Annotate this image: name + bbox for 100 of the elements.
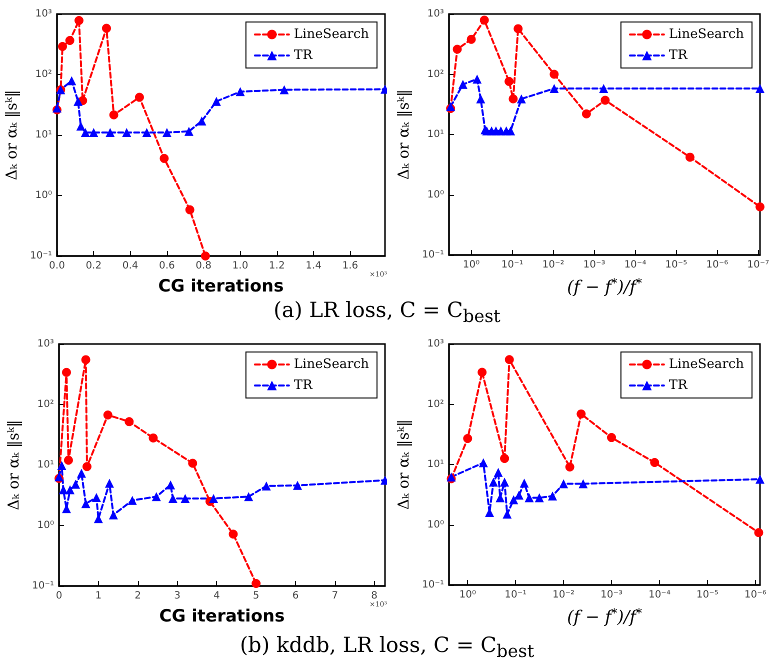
point (244, 492, 254, 502)
point (128, 496, 137, 505)
point (292, 480, 302, 490)
x-tick-label: 10⁻² (542, 260, 564, 270)
point (102, 24, 111, 33)
text: (b) kddb, LR loss, C = C$_{best}$ (238, 633, 536, 662)
y-tick-label: 10³ (37, 338, 54, 350)
x-axis-title: CG iterations (158, 276, 284, 296)
y-tick-label: 10² (427, 398, 444, 410)
point (142, 128, 152, 137)
point (81, 499, 90, 508)
y-tick-label: 10⁻¹ (422, 580, 444, 590)
x-tick-label: 0.2 (86, 260, 102, 272)
y-tick-label: 10² (35, 69, 52, 80)
point (62, 368, 71, 377)
legend-label: LineSearch (294, 357, 370, 372)
x-tick-label: 10⁻⁷ (747, 260, 770, 270)
legend-label: LineSearch (668, 27, 745, 42)
point (58, 42, 67, 52)
x-tick-label: 1 (95, 590, 102, 602)
legend-label: LineSearch (668, 357, 745, 372)
x-tick-label: 10⁰ (462, 260, 480, 270)
point (108, 510, 118, 520)
point (134, 92, 144, 102)
point (280, 85, 289, 94)
y-tick-label: 10¹ (35, 130, 52, 140)
point (184, 126, 194, 136)
x-tick-label: 10⁻⁴ (648, 590, 670, 600)
y-tick-label: 10² (37, 399, 54, 410)
point (82, 462, 92, 472)
y-tick-label: 10⁻¹ (30, 250, 52, 262)
point (89, 128, 98, 137)
point (80, 128, 90, 137)
y-tick-label: 10⁰ (37, 520, 54, 531)
point (67, 76, 76, 86)
y-tick-label: 10¹ (37, 460, 54, 470)
point (152, 492, 161, 502)
point (103, 410, 112, 420)
x-tick-label: 10⁻³ (600, 590, 623, 600)
x-tick-label: 10⁻⁴ (624, 260, 646, 270)
x-tick-label: 0.4 (122, 260, 138, 272)
point (106, 128, 115, 137)
point (228, 530, 238, 539)
x-tick-label: 10⁻³ (583, 260, 606, 270)
point (168, 494, 178, 503)
point (162, 128, 172, 137)
x-tick-label: 0.8 (196, 260, 212, 272)
point (124, 417, 134, 426)
point (200, 252, 210, 260)
x-tick-label: 0 (56, 590, 62, 602)
point (74, 16, 84, 26)
point (65, 36, 74, 45)
point (76, 468, 86, 478)
y-tick-label: 10⁻¹ (422, 250, 444, 260)
x-tick-label: 10⁰ (459, 590, 476, 600)
x-tick-label: 5 (252, 590, 260, 602)
x-axis-title: CG iterations (159, 606, 285, 626)
x-tick-label: 0.0 (49, 260, 65, 272)
point (66, 485, 75, 494)
legend-label: TR (668, 378, 689, 393)
x-tick-label: 3 (174, 590, 180, 602)
y-axis-title: Δₖ or αₖ ‖sᵏ‖ (2, 90, 21, 180)
y-tick-label: 10⁰ (35, 190, 52, 201)
y-tick-label: 10³ (427, 8, 444, 20)
y-axis-title: Δₖ or αₖ ‖sᵏ‖ (4, 420, 23, 510)
text: (a) LR loss, C = C$_{best}$ (272, 298, 502, 328)
legend-label: TR (294, 378, 314, 393)
point (212, 96, 221, 106)
x-tick-label: 1.6 (342, 260, 358, 272)
point (71, 480, 80, 489)
point (197, 116, 206, 126)
legend-label: TR (294, 48, 314, 63)
point (166, 480, 176, 490)
x-tick-label: 8 (371, 590, 378, 602)
point (76, 122, 86, 131)
x-tick-label: 2 (134, 590, 142, 602)
legend-label: LineSearch (294, 27, 370, 42)
y-tick-label: 10¹ (427, 459, 444, 470)
point (148, 433, 158, 442)
point (188, 458, 198, 468)
y-tick-label: 10¹ (427, 129, 444, 140)
point (57, 461, 66, 470)
x-tick-label: 10⁻¹ (501, 260, 524, 270)
point (262, 481, 271, 490)
y-tick-label: 10² (427, 68, 444, 80)
x-tick-label: 1.0 (232, 260, 248, 272)
point (252, 579, 261, 588)
point (109, 110, 118, 120)
point (160, 154, 169, 163)
x-tick-label: 1.4 (306, 260, 322, 272)
x-tick-label: 0.6 (158, 260, 175, 272)
point (122, 128, 132, 137)
x-tick-label: 4 (213, 590, 220, 602)
y-axis-title: Δₖ or αₖ ‖sᵏ‖ (394, 89, 413, 180)
point (81, 355, 90, 364)
x-tick-label: 6 (292, 590, 299, 602)
point (236, 87, 245, 96)
point (209, 494, 218, 503)
point (92, 493, 101, 502)
point (185, 205, 194, 214)
